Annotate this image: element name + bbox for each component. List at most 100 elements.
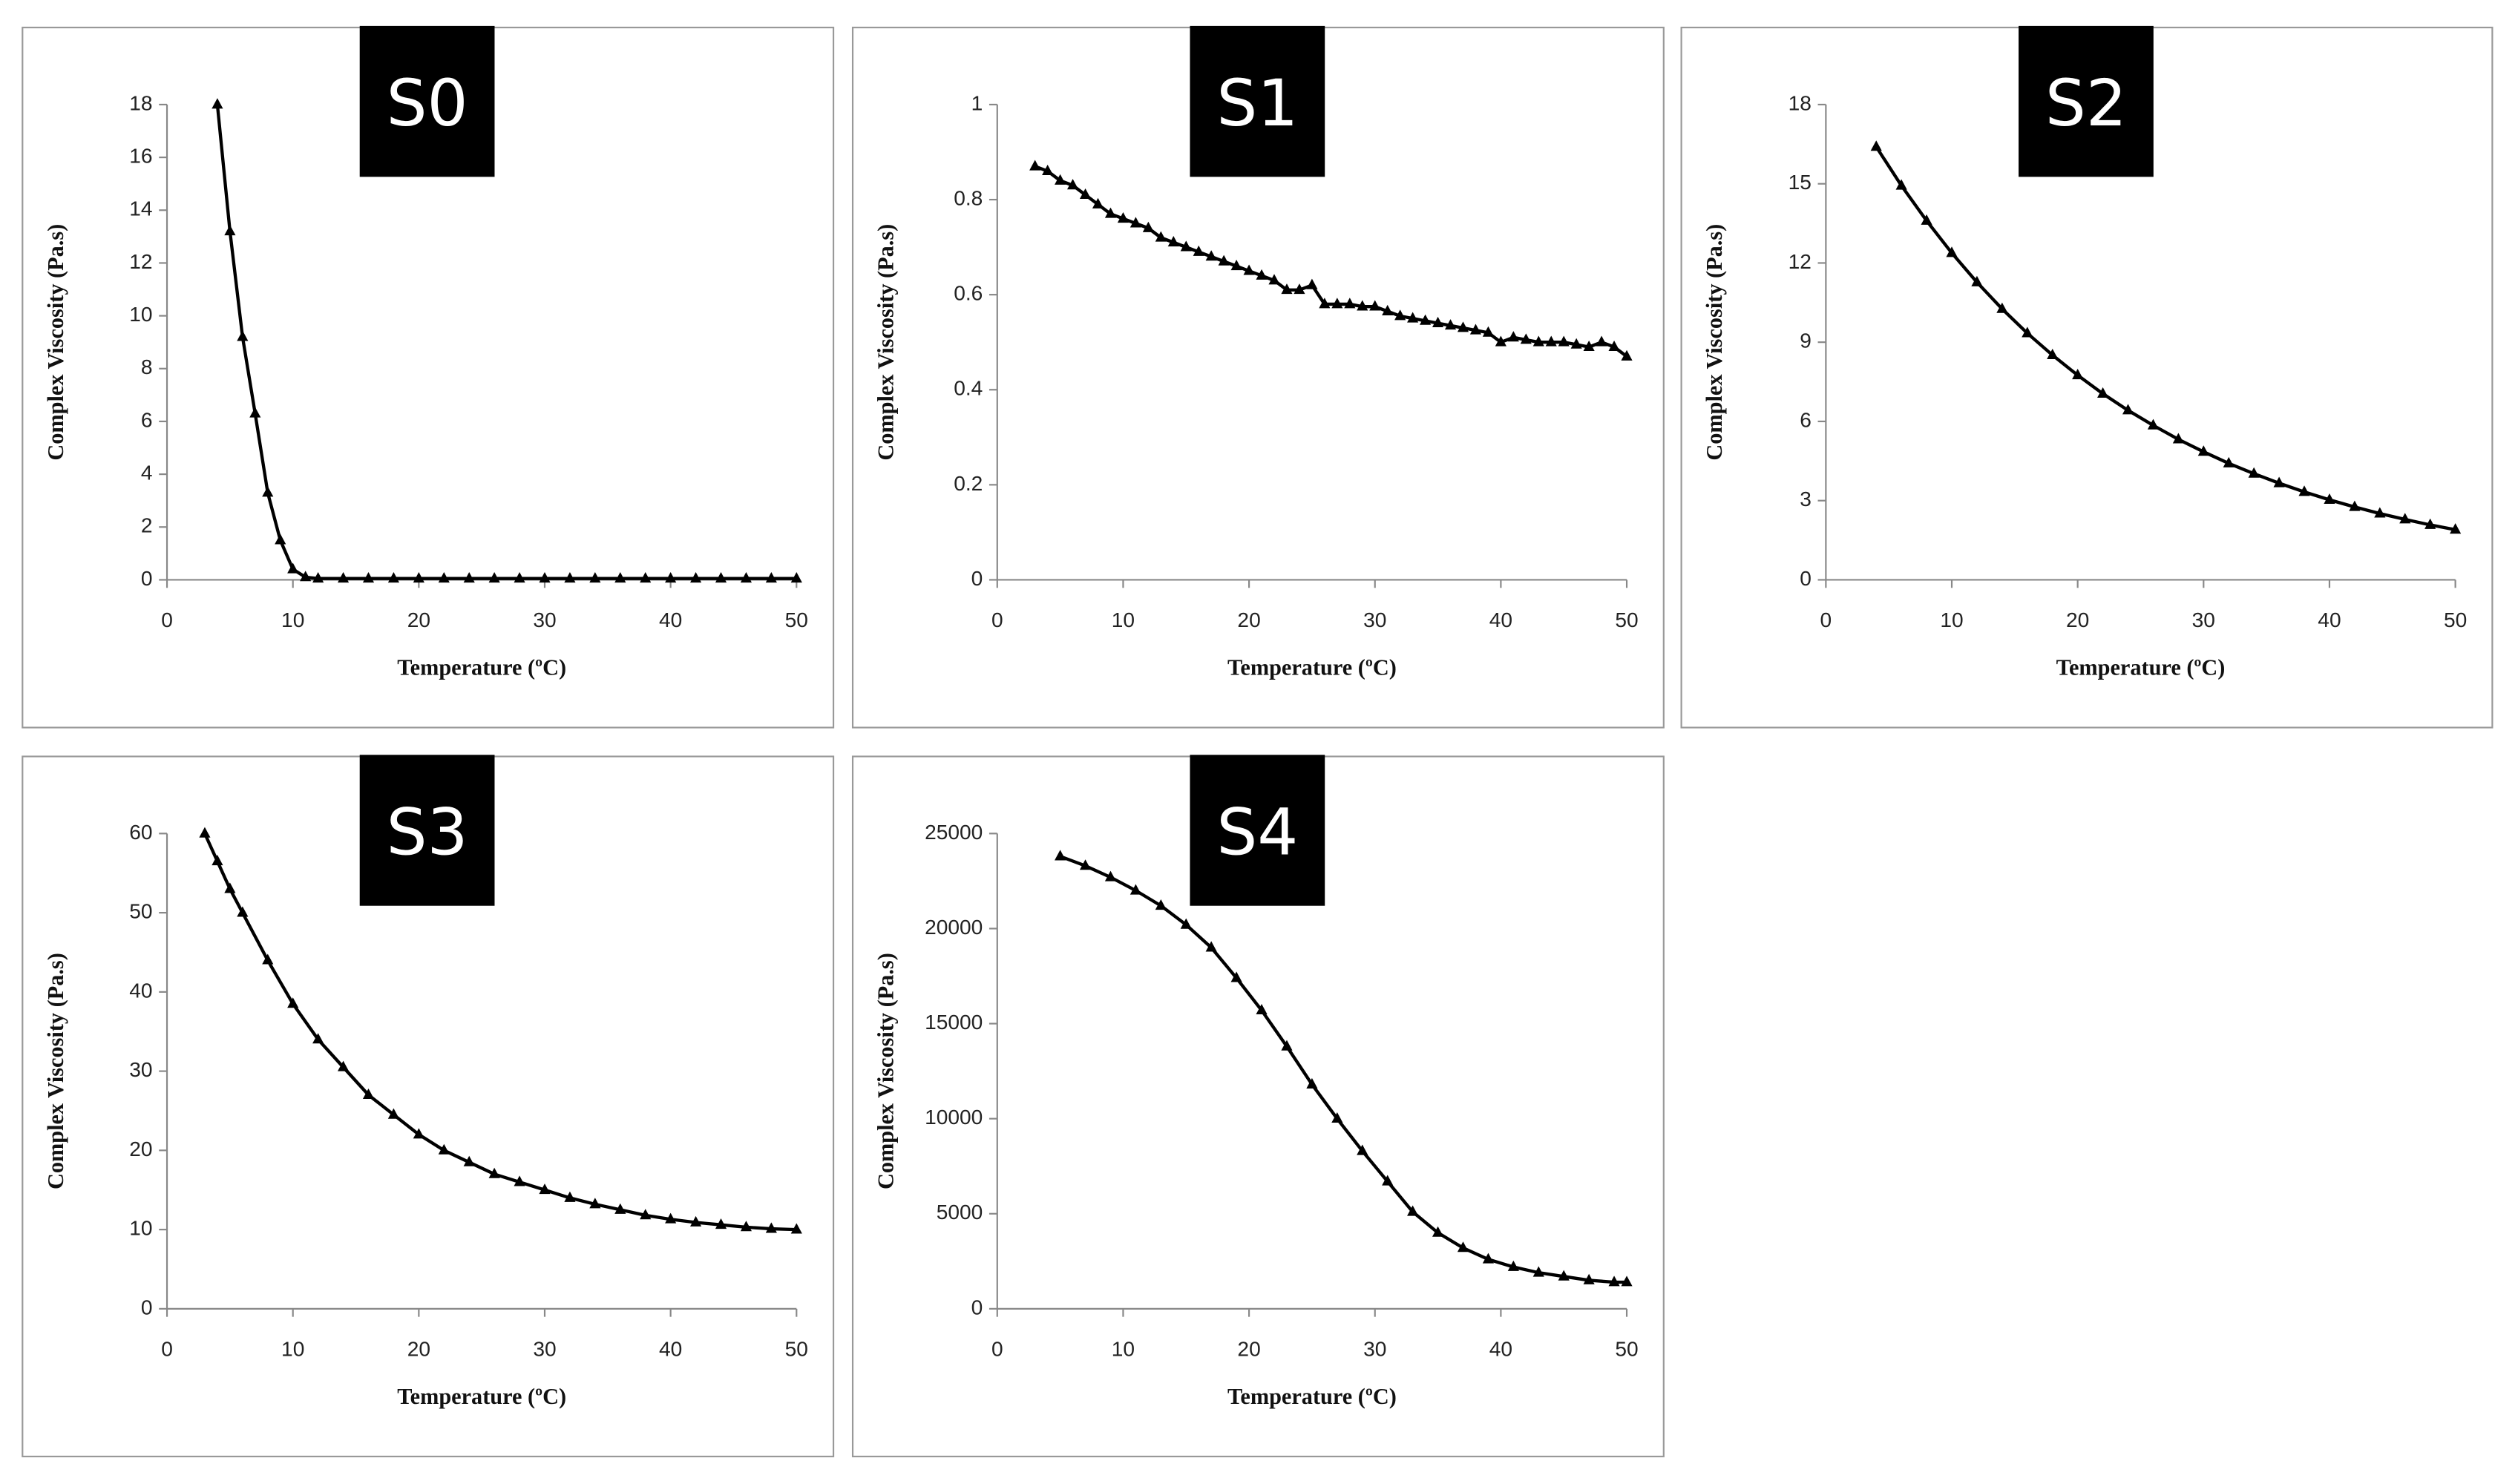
data-point xyxy=(362,1088,375,1100)
y-tick-label: 10 xyxy=(129,303,152,326)
x-tick-label: 30 xyxy=(2192,608,2215,631)
data-point xyxy=(2399,513,2411,524)
x-tick-label: 30 xyxy=(1363,1338,1386,1361)
y-tick-label: 0.2 xyxy=(954,472,983,495)
data-point xyxy=(640,572,652,583)
chart-title: S3 xyxy=(387,796,468,870)
data-point xyxy=(564,572,576,583)
x-axis-label: Temperature (ºC) xyxy=(397,655,566,680)
data-line xyxy=(203,833,797,1232)
data-point xyxy=(2349,500,2361,511)
data-point xyxy=(262,953,274,965)
data-point xyxy=(1104,870,1117,881)
data-point xyxy=(387,1108,399,1119)
data-point xyxy=(690,572,702,583)
x-tick-label: 20 xyxy=(1237,1338,1260,1361)
data-point xyxy=(1180,918,1192,929)
data-point xyxy=(1444,319,1457,330)
data-point xyxy=(2172,433,2184,444)
data-point xyxy=(1407,1205,1419,1216)
data-point xyxy=(1382,304,1394,315)
x-tick-label: 0 xyxy=(161,608,173,631)
y-tick-label: 6 xyxy=(1800,408,1812,431)
data-point xyxy=(1180,240,1192,252)
data-point xyxy=(665,572,677,583)
data-point xyxy=(1331,1112,1343,1123)
data-point xyxy=(413,1128,424,1139)
x-tick-label: 50 xyxy=(785,608,808,631)
x-tick-label: 50 xyxy=(1615,1338,1638,1361)
y-tick-label: 20000 xyxy=(925,916,983,939)
data-point xyxy=(1042,164,1054,176)
x-tick-label: 10 xyxy=(1112,1338,1135,1361)
data-point xyxy=(1193,245,1204,256)
data-point xyxy=(1092,197,1104,209)
data-point xyxy=(1306,278,1318,289)
x-tick-label: 40 xyxy=(659,1338,682,1361)
data-point xyxy=(765,572,777,583)
data-point xyxy=(275,533,286,545)
data-point xyxy=(1142,221,1154,232)
data-point xyxy=(1256,1003,1268,1015)
data-point xyxy=(1870,140,1882,151)
data-line xyxy=(215,104,797,580)
data-point xyxy=(1608,1275,1620,1287)
data-point xyxy=(438,572,450,583)
y-tick-label: 0 xyxy=(971,567,983,590)
data-point xyxy=(589,1198,601,1209)
data-point xyxy=(514,1175,525,1186)
y-tick-label: 10000 xyxy=(925,1106,983,1129)
data-point xyxy=(1357,300,1368,311)
y-tick-label: 0.6 xyxy=(954,282,983,305)
y-tick-label: 8 xyxy=(141,355,153,378)
x-tick-label: 50 xyxy=(785,1338,808,1361)
data-point xyxy=(1268,274,1280,285)
y-tick-label: 15 xyxy=(1788,171,1812,194)
data-point xyxy=(1507,331,1519,342)
data-point xyxy=(2122,404,2134,415)
y-tick-label: 3 xyxy=(1800,487,1812,510)
y-tick-label: 0.4 xyxy=(954,377,983,400)
data-point xyxy=(488,572,500,583)
panel: 0 3 6 9 12 15 18 0 10 20 30 40 50 Temperature (ºC) Com… xyxy=(1680,25,2494,729)
x-tick-label: 20 xyxy=(407,1338,430,1361)
data-point xyxy=(1482,1252,1494,1264)
y-tick-label: 40 xyxy=(129,979,152,1002)
x-tick-label: 30 xyxy=(1363,608,1386,631)
data-point xyxy=(463,1155,475,1166)
data-point xyxy=(1369,300,1381,311)
data-point xyxy=(1281,283,1293,295)
y-axis-label: Complex Viscosity (Pa.s) xyxy=(873,953,899,1189)
y-tick-label: 0 xyxy=(1800,567,1812,590)
x-tick-label: 0 xyxy=(991,1338,1003,1361)
data-point xyxy=(564,1191,576,1202)
x-tick-label: 40 xyxy=(1489,608,1512,631)
x-tick-label: 10 xyxy=(281,608,304,631)
y-tick-label: 12 xyxy=(1788,250,1812,273)
x-tick-label: 50 xyxy=(1615,608,1638,631)
data-point xyxy=(262,486,274,497)
x-tick-label: 30 xyxy=(533,608,556,631)
data-point xyxy=(2097,387,2109,398)
data-point xyxy=(1596,335,1607,347)
y-tick-label: 0 xyxy=(971,1296,983,1319)
y-tick-label: 60 xyxy=(129,821,152,844)
data-line xyxy=(1875,145,2456,531)
data-point xyxy=(740,572,753,583)
data-point xyxy=(1319,298,1331,309)
data-point xyxy=(2248,467,2260,478)
title-box xyxy=(2019,25,2154,177)
panel: 0 5000 10000 15000 20000 25000 0 10 20 30 40 50 Temp… xyxy=(851,755,1665,1458)
x-axis-label: Temperature (ºC) xyxy=(1227,1384,1397,1409)
data-point xyxy=(1218,255,1230,266)
data-point xyxy=(1583,340,1595,352)
y-tick-label: 30 xyxy=(129,1058,152,1081)
data-point xyxy=(589,572,601,583)
data-point xyxy=(463,572,475,583)
data-point xyxy=(1294,283,1305,295)
title-box xyxy=(1190,25,1325,177)
data-point xyxy=(614,572,626,583)
data-point xyxy=(237,906,249,917)
data-point xyxy=(1432,1226,1444,1237)
data-point xyxy=(1482,326,1494,337)
